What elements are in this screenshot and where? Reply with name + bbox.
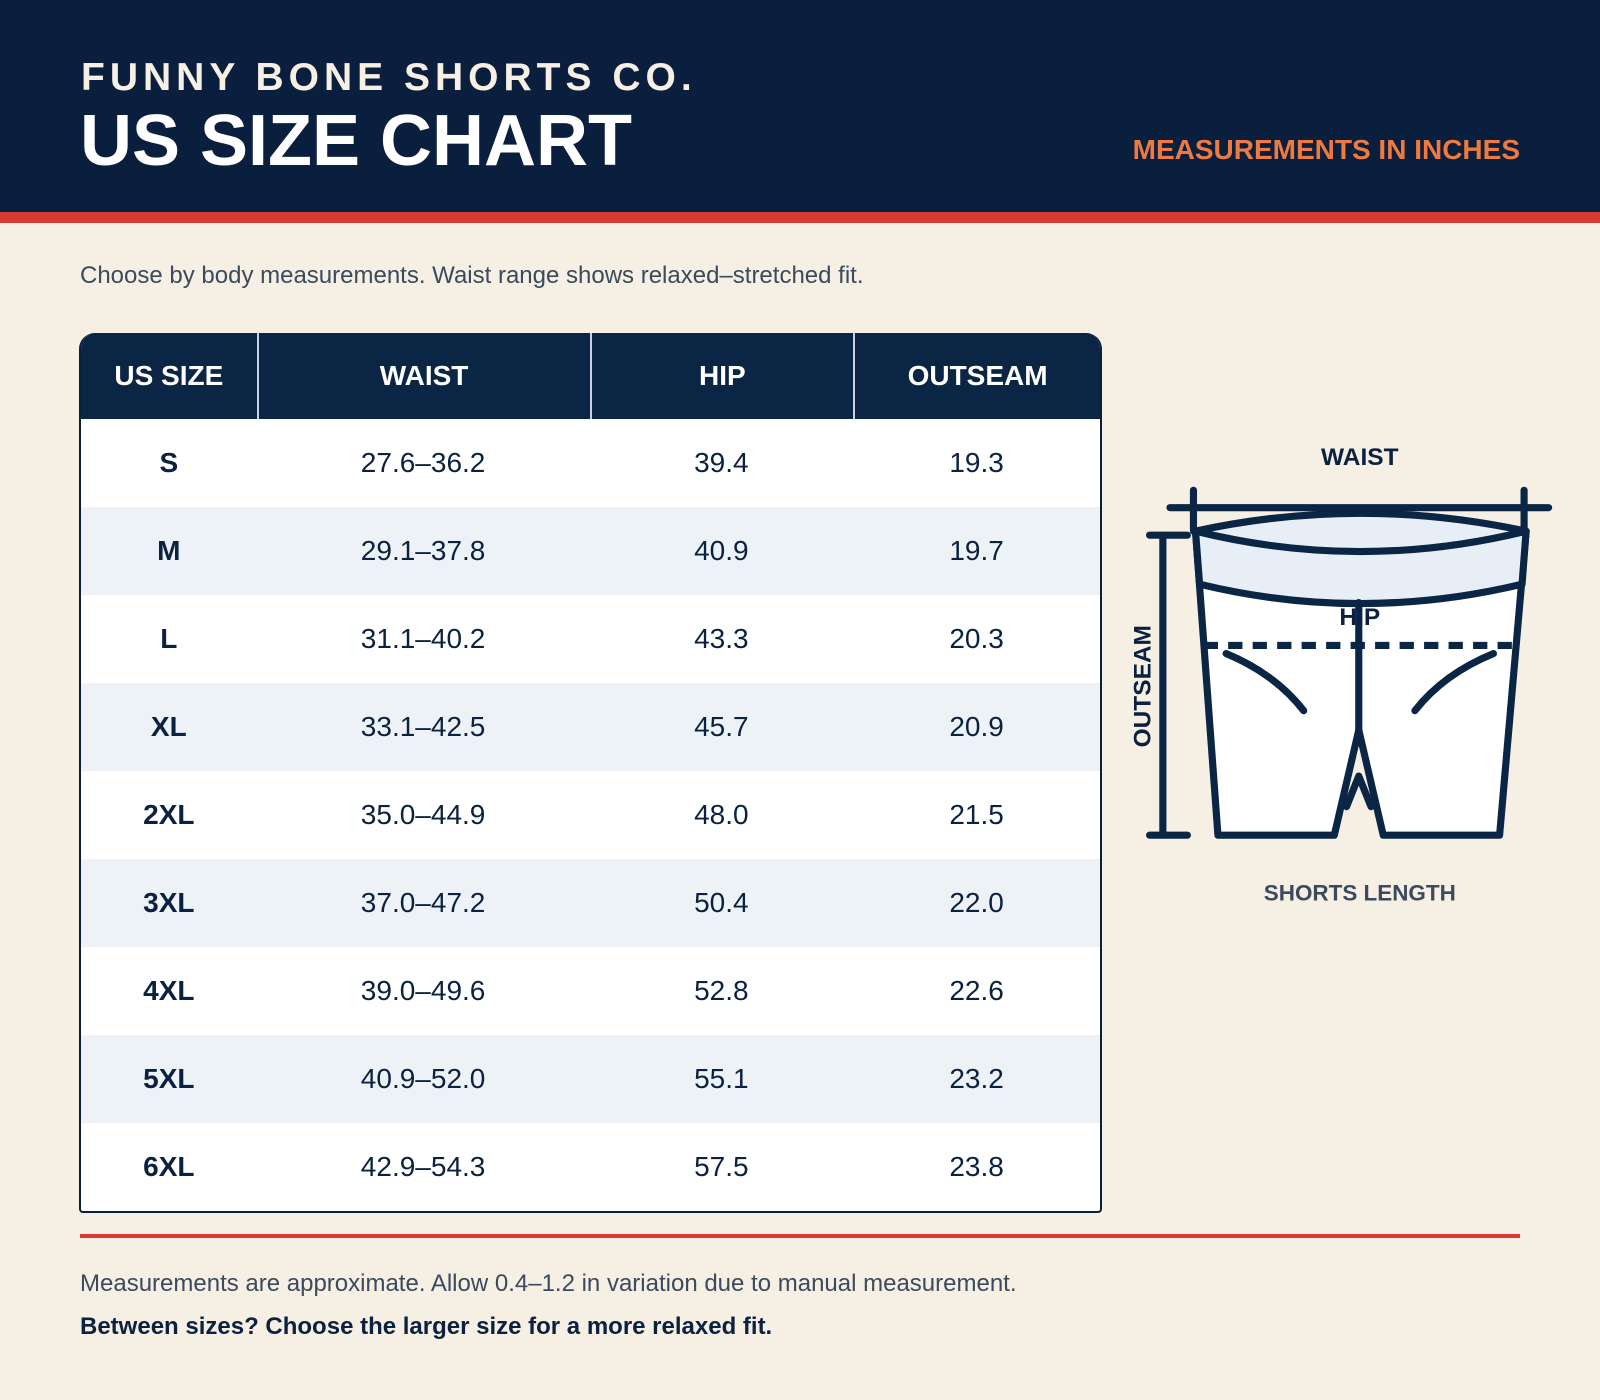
size-cell: L [160, 623, 178, 654]
size-table: US SIZE WAIST HIP OUTSEAM S 27.6–36.2 39.4 19.… [79, 333, 1102, 1213]
measurement-cell: 35.0–44.9 [360, 799, 486, 830]
waistband [1191, 509, 1530, 608]
measurement-cell: 48.0 [694, 799, 749, 830]
measurement-cell: 52.8 [694, 975, 749, 1006]
measurement-cell: 22.6 [949, 975, 1004, 1006]
size-cell: M [81, 507, 257, 595]
table-body: S 27.6–36.2 39.4 19.3 M 29.1–37.8 40.9 19.7 L 31.… [81, 419, 1100, 1211]
measurement-cell: 20.9 [853, 683, 1100, 771]
measurement-cell: 39.0–49.6 [360, 975, 486, 1006]
column-header: WAIST [256, 333, 590, 419]
table-row: L 31.1–40.2 43.3 20.3 [81, 595, 1100, 683]
measurement-cell: 27.6–36.2 [360, 447, 486, 478]
column-header: HIP [589, 333, 854, 419]
measurement-cell: 23.8 [949, 1151, 1004, 1182]
measurement-cell: 23.2 [853, 1035, 1100, 1123]
table-row: 5XL 40.9–52.0 55.1 23.2 [81, 1035, 1100, 1123]
table-row: 2XL 35.0–44.9 48.0 21.5 [81, 771, 1100, 859]
waistband-edge [1191, 527, 1530, 556]
diagram-caption: SHORTS LENGTH [1264, 881, 1456, 906]
measurement-cell: 45.7 [589, 683, 854, 771]
measurement-cell: 37.0–47.2 [256, 859, 590, 947]
title: US SIZE CHART [80, 101, 633, 181]
measurement-cell: 21.5 [949, 799, 1004, 830]
header: FUNNY BONE SHORTS CO. US SIZE CHART MEAS… [0, 0, 1600, 223]
size-cell: S [159, 447, 179, 478]
measurement-cell: 42.9–54.3 [360, 1151, 486, 1182]
header-row: US SIZE WAIST HIP OUTSEAM [81, 333, 1100, 419]
shorts-diagram: WAIST HIP OUTSEAM SHORTS LENGTH [1130, 444, 1553, 906]
table-row: M 29.1–37.8 40.9 19.7 [81, 507, 1100, 595]
column-header: OUTSEAM [853, 333, 1100, 419]
intro: Choose by body measurements. Waist range… [80, 262, 864, 289]
divider [80, 1234, 1520, 1238]
measurement-cell: 22.0 [853, 859, 1100, 947]
column-header: US SIZE [81, 333, 257, 419]
measurement-cell: 57.5 [694, 1151, 749, 1182]
measurement-cell: 40.9 [589, 507, 854, 595]
pocket [1411, 650, 1498, 715]
table-row: 3XL 37.0–47.2 50.4 22.0 [81, 859, 1100, 947]
measurement-cell: 39.4 [694, 447, 749, 478]
measurement-cell: 33.1–42.5 [256, 683, 590, 771]
hip-label: HIP [1339, 604, 1380, 631]
outseam-label: OUTSEAM [1130, 625, 1157, 747]
table-row: 4XL 39.0–49.6 52.8 22.6 [81, 947, 1100, 1035]
footnote: Measurements are approximate. Allow 0.4–… [80, 1270, 1017, 1297]
measurement-cell: 20.3 [949, 623, 1004, 654]
size-cell: 4XL [143, 975, 195, 1006]
size-cell: 6XL [143, 1151, 195, 1182]
size-cell: 3XL [81, 859, 257, 947]
waist-label: WAIST [1321, 444, 1399, 471]
table-row: 6XL 42.9–54.3 57.5 23.8 [81, 1123, 1100, 1211]
measurement-cell: 43.3 [694, 623, 749, 654]
measurement-cell: 19.3 [949, 447, 1004, 478]
units-note: MEASUREMENTS IN INCHES [1132, 134, 1520, 165]
measurement-cell: 55.1 [589, 1035, 854, 1123]
pocket [1222, 650, 1308, 715]
measurement-cell: 29.1–37.8 [256, 507, 590, 595]
measurement-cell: 40.9–52.0 [256, 1035, 590, 1123]
size-cell: 5XL [81, 1035, 257, 1123]
measurement-cell: 19.7 [853, 507, 1100, 595]
table-row: XL 33.1–42.5 45.7 20.9 [81, 683, 1100, 771]
size-cell: 2XL [143, 799, 195, 830]
measurement-cell: 50.4 [589, 859, 854, 947]
table-row: S 27.6–36.2 39.4 19.3 [81, 419, 1100, 507]
size-cell: XL [81, 683, 257, 771]
measurement-cell: 31.1–40.2 [360, 623, 486, 654]
brand: FUNNY BONE SHORTS CO. [81, 56, 697, 99]
fit-tip: Between sizes? Choose the larger size fo… [80, 1313, 773, 1340]
crotch-seam [1342, 772, 1375, 811]
